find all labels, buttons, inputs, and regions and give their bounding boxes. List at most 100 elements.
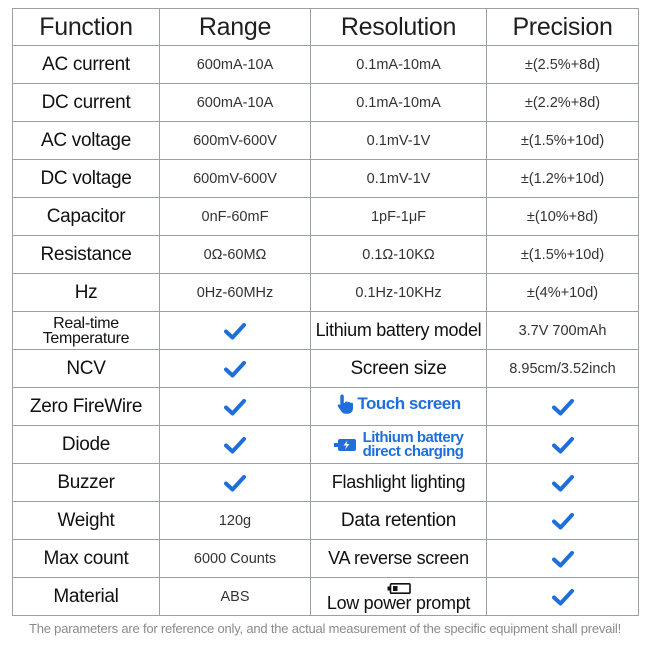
table-row: Hz 0Hz-60MHz 0.1Hz-10KHz ±(4%+10d) [12,273,639,312]
check-cell [486,501,639,540]
material-value: ABS [159,577,311,616]
range-cell: 600mA-10A [159,83,311,122]
function-cell: Resistance [12,235,160,274]
table-row: NCV Screen size 8.95cm/3.52inch [12,349,639,388]
table-row: Real-time Temperature Lithium battery mo… [12,311,639,350]
direct-charging-line2: direct charging [362,442,464,460]
battery-charging-icon [333,438,356,451]
check-cell [486,425,639,464]
check-cell [159,311,311,350]
function-cell: Hz [12,273,160,312]
check-cell [486,463,639,502]
range-cell: 600mV-600V [159,159,311,198]
ncv-label: NCV [12,349,160,388]
function-cell: Capacitor [12,197,160,236]
weight-label: Weight [12,501,160,540]
check-icon [224,322,246,339]
range-cell: 0Ω-60MΩ [159,235,311,274]
check-cell [486,577,639,616]
check-icon [551,474,574,491]
check-cell [159,387,311,426]
resolution-cell: 0.1Ω-10KΩ [310,235,487,274]
realtime-temperature-line2: Temperature [42,329,130,347]
resolution-cell: 0.1mA-10mA [310,45,487,84]
precision-cell: ±(1.5%+10d) [486,235,639,274]
low-power-label: Low power prompt [326,592,471,613]
check-cell [486,539,639,578]
precision-cell: ±(2.2%+8d) [486,83,639,122]
function-cell: DC voltage [12,159,160,198]
realtime-temperature-label: Real-time Temperature [12,311,160,350]
resolution-cell: 0.1mV-1V [310,159,487,198]
diode-label: Diode [12,425,160,464]
resolution-cell: 0.1mA-10mA [310,83,487,122]
max-count-label: Max count [12,539,160,578]
check-icon [551,436,574,453]
table-row: AC current 600mA-10A 0.1mA-10mA ±(2.5%+8… [12,45,639,84]
zero-firewire-label: Zero FireWire [12,387,160,426]
range-cell: 600mV-600V [159,121,311,160]
range-cell: 600mA-10A [159,45,311,84]
check-icon [224,474,246,491]
check-icon [224,360,246,377]
check-icon [551,512,574,529]
precision-cell: ±(1.5%+10d) [486,121,639,160]
table-row: AC voltage 600mV-600V 0.1mV-1V ±(1.5%+10… [12,121,639,160]
table-row: Buzzer Flashlight lighting [12,463,639,502]
check-icon [551,398,574,415]
resolution-cell: 0.1mV-1V [310,121,487,160]
table-row: DC current 600mA-10A 0.1mA-10mA ±(2.2%+8… [12,83,639,122]
precision-cell: ±(10%+8d) [486,197,639,236]
check-icon [224,398,246,415]
table-row: Diode Lithium battery direct charging [12,425,639,464]
precision-cell: ±(4%+10d) [486,273,639,312]
screen-size-label: Screen size [310,349,487,388]
resolution-cell: 0.1Hz-10KHz [310,273,487,312]
spec-table: Function Range Resolution Precision AC c… [12,8,639,616]
direct-charging-line1: Lithium battery [362,428,464,446]
header-function: Function [12,8,160,46]
low-power-cell: Low power prompt [310,577,487,616]
check-icon [551,550,574,567]
lithium-battery-model-value: 3.7V 700mAh [486,311,639,350]
table-row: Weight 120g Data retention [12,501,639,540]
realtime-temperature-line1: Real-time [53,314,119,332]
table-row: Resistance 0Ω-60MΩ 0.1Ω-10KΩ ±(1.5%+10d) [12,235,639,274]
buzzer-label: Buzzer [12,463,160,502]
function-cell: AC voltage [12,121,160,160]
data-retention-label: Data retention [310,501,487,540]
header-precision: Precision [486,8,639,46]
table-row: Material ABS Low power prompt [12,577,639,616]
check-cell [159,425,311,464]
direct-charging-cell: Lithium battery direct charging [310,425,487,464]
table-row: Zero FireWire Touch screen [12,387,639,426]
header-row: Function Range Resolution Precision [12,8,639,46]
check-icon [551,588,574,605]
touch-screen-cell: Touch screen [310,387,487,426]
function-cell: AC current [12,45,160,84]
touch-screen-label: Touch screen [357,394,461,413]
header-resolution: Resolution [310,8,487,46]
screen-size-value: 8.95cm/3.52inch [486,349,639,388]
range-cell: 0nF-60mF [159,197,311,236]
precision-cell: ±(2.5%+8d) [486,45,639,84]
header-range: Range [159,8,311,46]
check-cell [159,349,311,388]
footer-disclaimer: The parameters are for reference only, a… [28,621,622,636]
check-cell [159,463,311,502]
max-count-value: 6000 Counts [159,539,311,578]
flashlight-label: Flashlight lighting [310,463,487,502]
check-cell [486,387,639,426]
table-row: Capacitor 0nF-60mF 1pF-1μF ±(10%+8d) [12,197,639,236]
weight-value: 120g [159,501,311,540]
battery-low-icon [387,582,411,594]
check-icon [224,436,246,453]
table-row: Max count 6000 Counts VA reverse screen [12,539,639,578]
precision-cell: ±(1.2%+10d) [486,159,639,198]
material-label: Material [12,577,160,616]
function-cell: DC current [12,83,160,122]
hand-pointer-icon [338,394,354,414]
resolution-cell: 1pF-1μF [310,197,487,236]
table-row: DC voltage 600mV-600V 0.1mV-1V ±(1.2%+10… [12,159,639,198]
range-cell: 0Hz-60MHz [159,273,311,312]
